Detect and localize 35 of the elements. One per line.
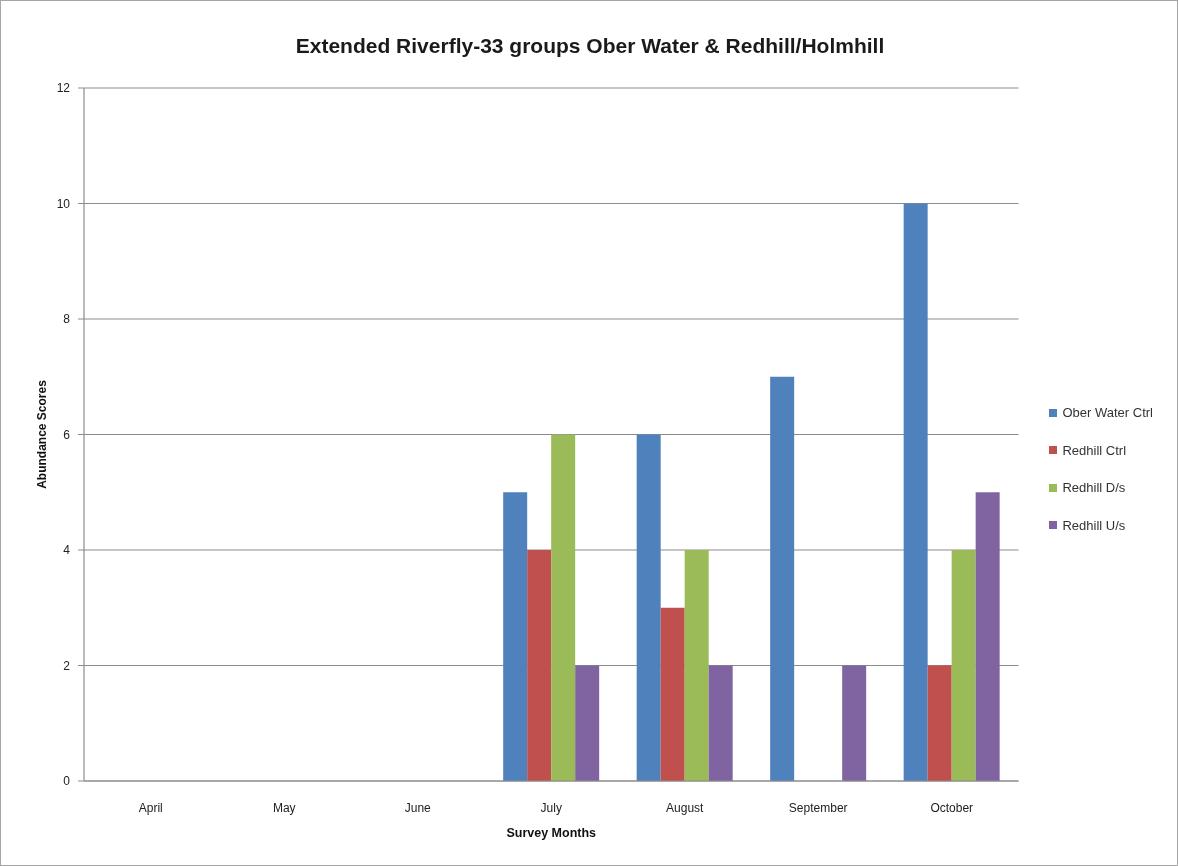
bar: [660, 607, 685, 781]
x-tick-label: May: [272, 800, 296, 815]
bar: [575, 665, 600, 781]
x-tick-label: April: [138, 800, 163, 815]
bar: [770, 376, 795, 781]
x-tick-label: June: [404, 800, 432, 815]
y-tick-label: 10: [56, 196, 71, 211]
y-tick-label: 0: [63, 774, 71, 789]
bar: [684, 550, 709, 781]
bar: [503, 492, 528, 781]
legend-label: Redhill Ctrl: [1062, 442, 1127, 458]
bar: [927, 665, 952, 781]
bar: [708, 665, 733, 781]
bar: [951, 550, 976, 781]
legend-label: Redhill U/s: [1062, 517, 1126, 533]
legend-label: Ober Water Ctrl: [1062, 405, 1153, 421]
bar: [842, 665, 867, 781]
x-tick-label: October: [930, 800, 974, 815]
y-axis-title: Abundance Scores: [35, 379, 50, 489]
bar: [975, 492, 1000, 781]
legend-label: Redhill D/s: [1062, 480, 1126, 496]
x-tick-label: August: [666, 800, 705, 815]
x-tick-label: July: [540, 800, 562, 815]
x-tick-label: September: [788, 800, 848, 815]
bar: [527, 550, 552, 781]
chart-title: Extended Riverfly-33 groups Ober Water & Redhill/Holmhill: [294, 34, 886, 58]
bar: [636, 434, 661, 781]
bar: [903, 203, 928, 781]
x-axis-title: Survey Months: [506, 826, 597, 840]
y-tick-label: 12: [56, 81, 71, 96]
y-tick-label: 2: [63, 658, 71, 673]
y-tick-label: 4: [63, 543, 71, 558]
y-tick-label: 6: [63, 427, 71, 442]
y-tick-label: 8: [63, 312, 71, 327]
bar: [551, 434, 576, 781]
